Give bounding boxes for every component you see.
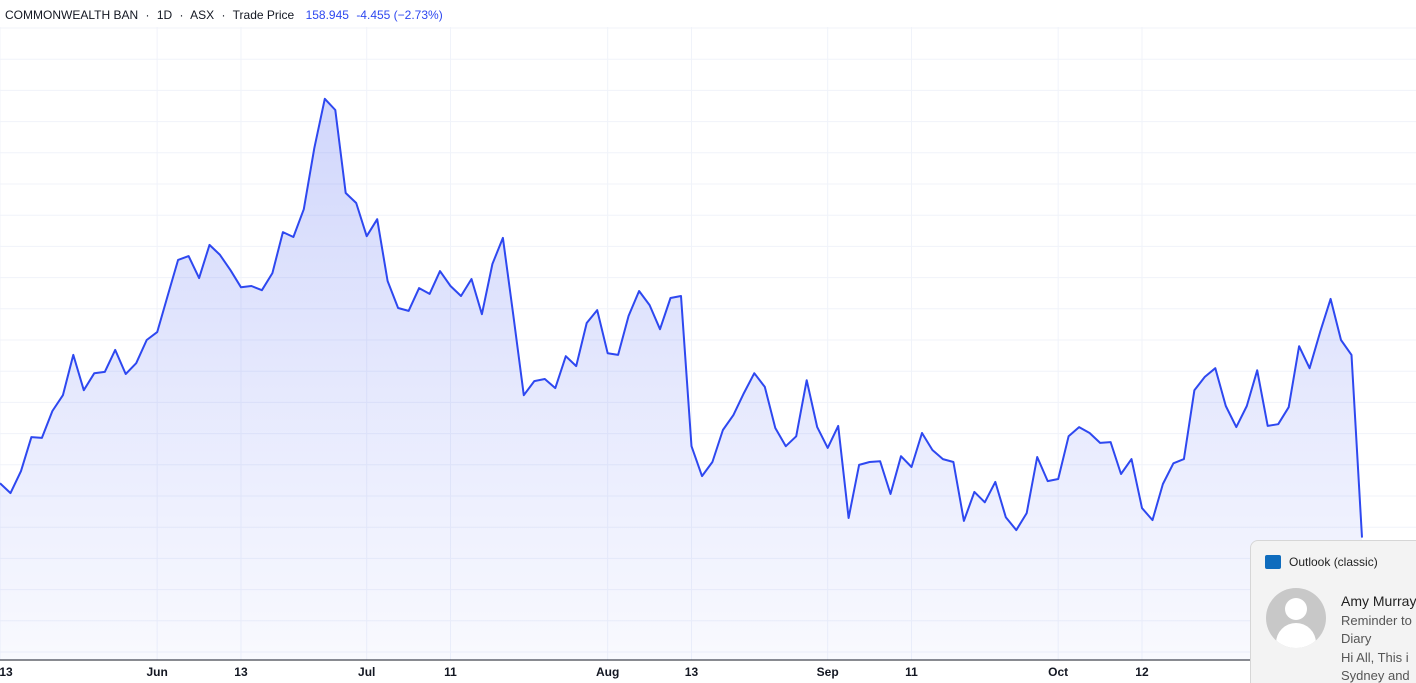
sender: Amy Murray (1341, 593, 1416, 609)
separator: · (179, 8, 184, 22)
x-tick-label: Jun (146, 665, 167, 679)
x-tick-label: 11 (444, 665, 457, 679)
x-tick-label: Jul (358, 665, 375, 679)
app-icon (1265, 555, 1281, 569)
last-price: 158.945 (305, 8, 349, 22)
x-tick-label: 13 (685, 665, 699, 679)
price-type: Trade Price (232, 8, 295, 22)
area (0, 98, 1362, 661)
header: COMMONWEALTH BAN · 1D · ASX · Trade Pric… (5, 8, 447, 22)
message-line: Diary (1341, 631, 1372, 646)
message-line: Reminder to (1341, 613, 1412, 628)
interval[interactable]: 1D (156, 8, 173, 22)
message-line: Hi All, This i (1341, 650, 1409, 665)
exchange: ASX (190, 8, 215, 22)
notification[interactable]: Outlook (classic) Amy Murray Reminder to… (1250, 540, 1416, 683)
x-tick-label: Aug (596, 665, 619, 679)
x-tick-label: 13 (234, 665, 248, 679)
x-tick-label: 11 (905, 665, 918, 679)
price-line (0, 97, 1363, 538)
message-line: Sydney and (1341, 668, 1410, 683)
x-tick-label: Sep (817, 665, 839, 679)
separator: · (145, 8, 150, 22)
price-change: -4.455 (−2.73%) (356, 8, 443, 22)
app-name: Outlook (classic) (1289, 555, 1378, 569)
avatar (1266, 588, 1326, 648)
separator: · (221, 8, 226, 22)
x-tick-label: 12 (1135, 665, 1149, 679)
x-tick-label: 13 (0, 665, 13, 679)
symbol: COMMONWEALTH BAN (5, 8, 139, 22)
x-tick-label: Oct (1048, 665, 1068, 679)
